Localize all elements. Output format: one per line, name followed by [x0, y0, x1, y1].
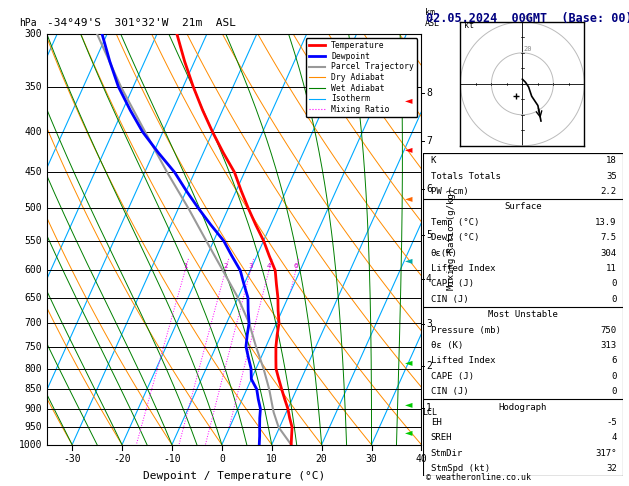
Text: EH: EH — [431, 418, 442, 427]
Text: Mixing Ratio (g/kg): Mixing Ratio (g/kg) — [447, 188, 456, 291]
Text: 40: 40 — [524, 16, 532, 21]
Text: Lifted Index: Lifted Index — [431, 264, 495, 273]
Text: 35: 35 — [606, 172, 616, 181]
Text: CAPE (J): CAPE (J) — [431, 279, 474, 288]
Text: 4: 4 — [267, 263, 271, 269]
Text: 11: 11 — [606, 264, 616, 273]
Text: 900: 900 — [25, 404, 42, 414]
Text: ◄: ◄ — [405, 193, 413, 203]
Text: 450: 450 — [25, 167, 42, 177]
Text: 750: 750 — [601, 326, 616, 334]
Text: -10: -10 — [163, 454, 181, 464]
Text: 5: 5 — [426, 229, 431, 240]
Text: 317°: 317° — [595, 449, 616, 458]
Text: ◄: ◄ — [405, 399, 413, 409]
Text: Hodograph: Hodograph — [499, 402, 547, 412]
Text: 750: 750 — [25, 342, 42, 351]
Text: 0: 0 — [611, 387, 616, 396]
Text: 1: 1 — [426, 403, 431, 414]
Text: 304: 304 — [601, 249, 616, 258]
Text: 650: 650 — [25, 293, 42, 303]
Text: 2.2: 2.2 — [601, 187, 616, 196]
Text: 02.05.2024  00GMT  (Base: 00): 02.05.2024 00GMT (Base: 00) — [426, 12, 629, 25]
Text: 0: 0 — [611, 279, 616, 288]
Text: 7: 7 — [426, 137, 431, 146]
Text: CIN (J): CIN (J) — [431, 295, 469, 304]
Legend: Temperature, Dewpoint, Parcel Trajectory, Dry Adiabat, Wet Adiabat, Isotherm, Mi: Temperature, Dewpoint, Parcel Trajectory… — [306, 38, 418, 117]
Text: 350: 350 — [25, 82, 42, 91]
Text: 0: 0 — [611, 372, 616, 381]
Text: K: K — [431, 156, 436, 165]
Text: 500: 500 — [25, 203, 42, 213]
Text: 1000: 1000 — [19, 440, 42, 450]
Text: -5: -5 — [606, 418, 616, 427]
Text: -30: -30 — [64, 454, 81, 464]
Text: © weatheronline.co.uk: © weatheronline.co.uk — [426, 473, 532, 482]
Text: PW (cm): PW (cm) — [431, 187, 469, 196]
Text: 7.5: 7.5 — [601, 233, 616, 242]
Text: hPa: hPa — [19, 18, 36, 28]
Text: -34°49'S  301°32'W  21m  ASL: -34°49'S 301°32'W 21m ASL — [47, 18, 236, 28]
Text: -20: -20 — [113, 454, 131, 464]
Text: ◄: ◄ — [405, 427, 413, 437]
Text: 30: 30 — [365, 454, 377, 464]
Text: Dewp (°C): Dewp (°C) — [431, 233, 479, 242]
Text: Surface: Surface — [504, 203, 542, 211]
Text: kt: kt — [464, 21, 474, 30]
Text: 313: 313 — [601, 341, 616, 350]
Text: 6: 6 — [611, 356, 616, 365]
Text: 800: 800 — [25, 364, 42, 374]
Text: 4: 4 — [611, 434, 616, 442]
Text: 6: 6 — [426, 184, 431, 193]
Text: 3: 3 — [426, 318, 431, 329]
Text: θε(K): θε(K) — [431, 249, 457, 258]
Text: 400: 400 — [25, 127, 42, 137]
Text: StmDir: StmDir — [431, 449, 463, 458]
Text: Most Unstable: Most Unstable — [487, 310, 558, 319]
Text: Pressure (mb): Pressure (mb) — [431, 326, 501, 334]
Text: Lifted Index: Lifted Index — [431, 356, 495, 365]
Text: 0: 0 — [219, 454, 225, 464]
Text: 20: 20 — [316, 454, 328, 464]
Text: ◄: ◄ — [405, 255, 413, 265]
Text: 3: 3 — [248, 263, 253, 269]
Text: km
ASL: km ASL — [425, 8, 440, 28]
Text: 2: 2 — [224, 263, 228, 269]
Text: 0: 0 — [611, 295, 616, 304]
Text: θε (K): θε (K) — [431, 341, 463, 350]
Text: 300: 300 — [25, 29, 42, 39]
Text: 850: 850 — [25, 384, 42, 394]
Text: 40: 40 — [416, 454, 427, 464]
Text: 1: 1 — [183, 263, 187, 269]
Text: ◄: ◄ — [405, 358, 413, 367]
Text: ◄: ◄ — [405, 144, 413, 154]
Text: StmSpd (kt): StmSpd (kt) — [431, 464, 490, 473]
Text: Temp (°C): Temp (°C) — [431, 218, 479, 227]
Text: 32: 32 — [606, 464, 616, 473]
Text: Totals Totals: Totals Totals — [431, 172, 501, 181]
Text: 2: 2 — [426, 362, 431, 371]
Text: CIN (J): CIN (J) — [431, 387, 469, 396]
Text: ◄: ◄ — [405, 95, 413, 104]
Text: 950: 950 — [25, 422, 42, 432]
Text: Dewpoint / Temperature (°C): Dewpoint / Temperature (°C) — [143, 471, 325, 482]
Text: SREH: SREH — [431, 434, 452, 442]
Text: 550: 550 — [25, 236, 42, 246]
Text: 20: 20 — [524, 46, 532, 52]
Text: 4: 4 — [426, 275, 431, 284]
Text: 8: 8 — [426, 88, 431, 98]
Text: 13.9: 13.9 — [595, 218, 616, 227]
Text: LCL: LCL — [422, 408, 437, 417]
Text: 10: 10 — [266, 454, 277, 464]
Text: CAPE (J): CAPE (J) — [431, 372, 474, 381]
Text: 600: 600 — [25, 265, 42, 276]
Text: 18: 18 — [606, 156, 616, 165]
Text: 6: 6 — [294, 263, 298, 269]
Text: 700: 700 — [25, 318, 42, 328]
